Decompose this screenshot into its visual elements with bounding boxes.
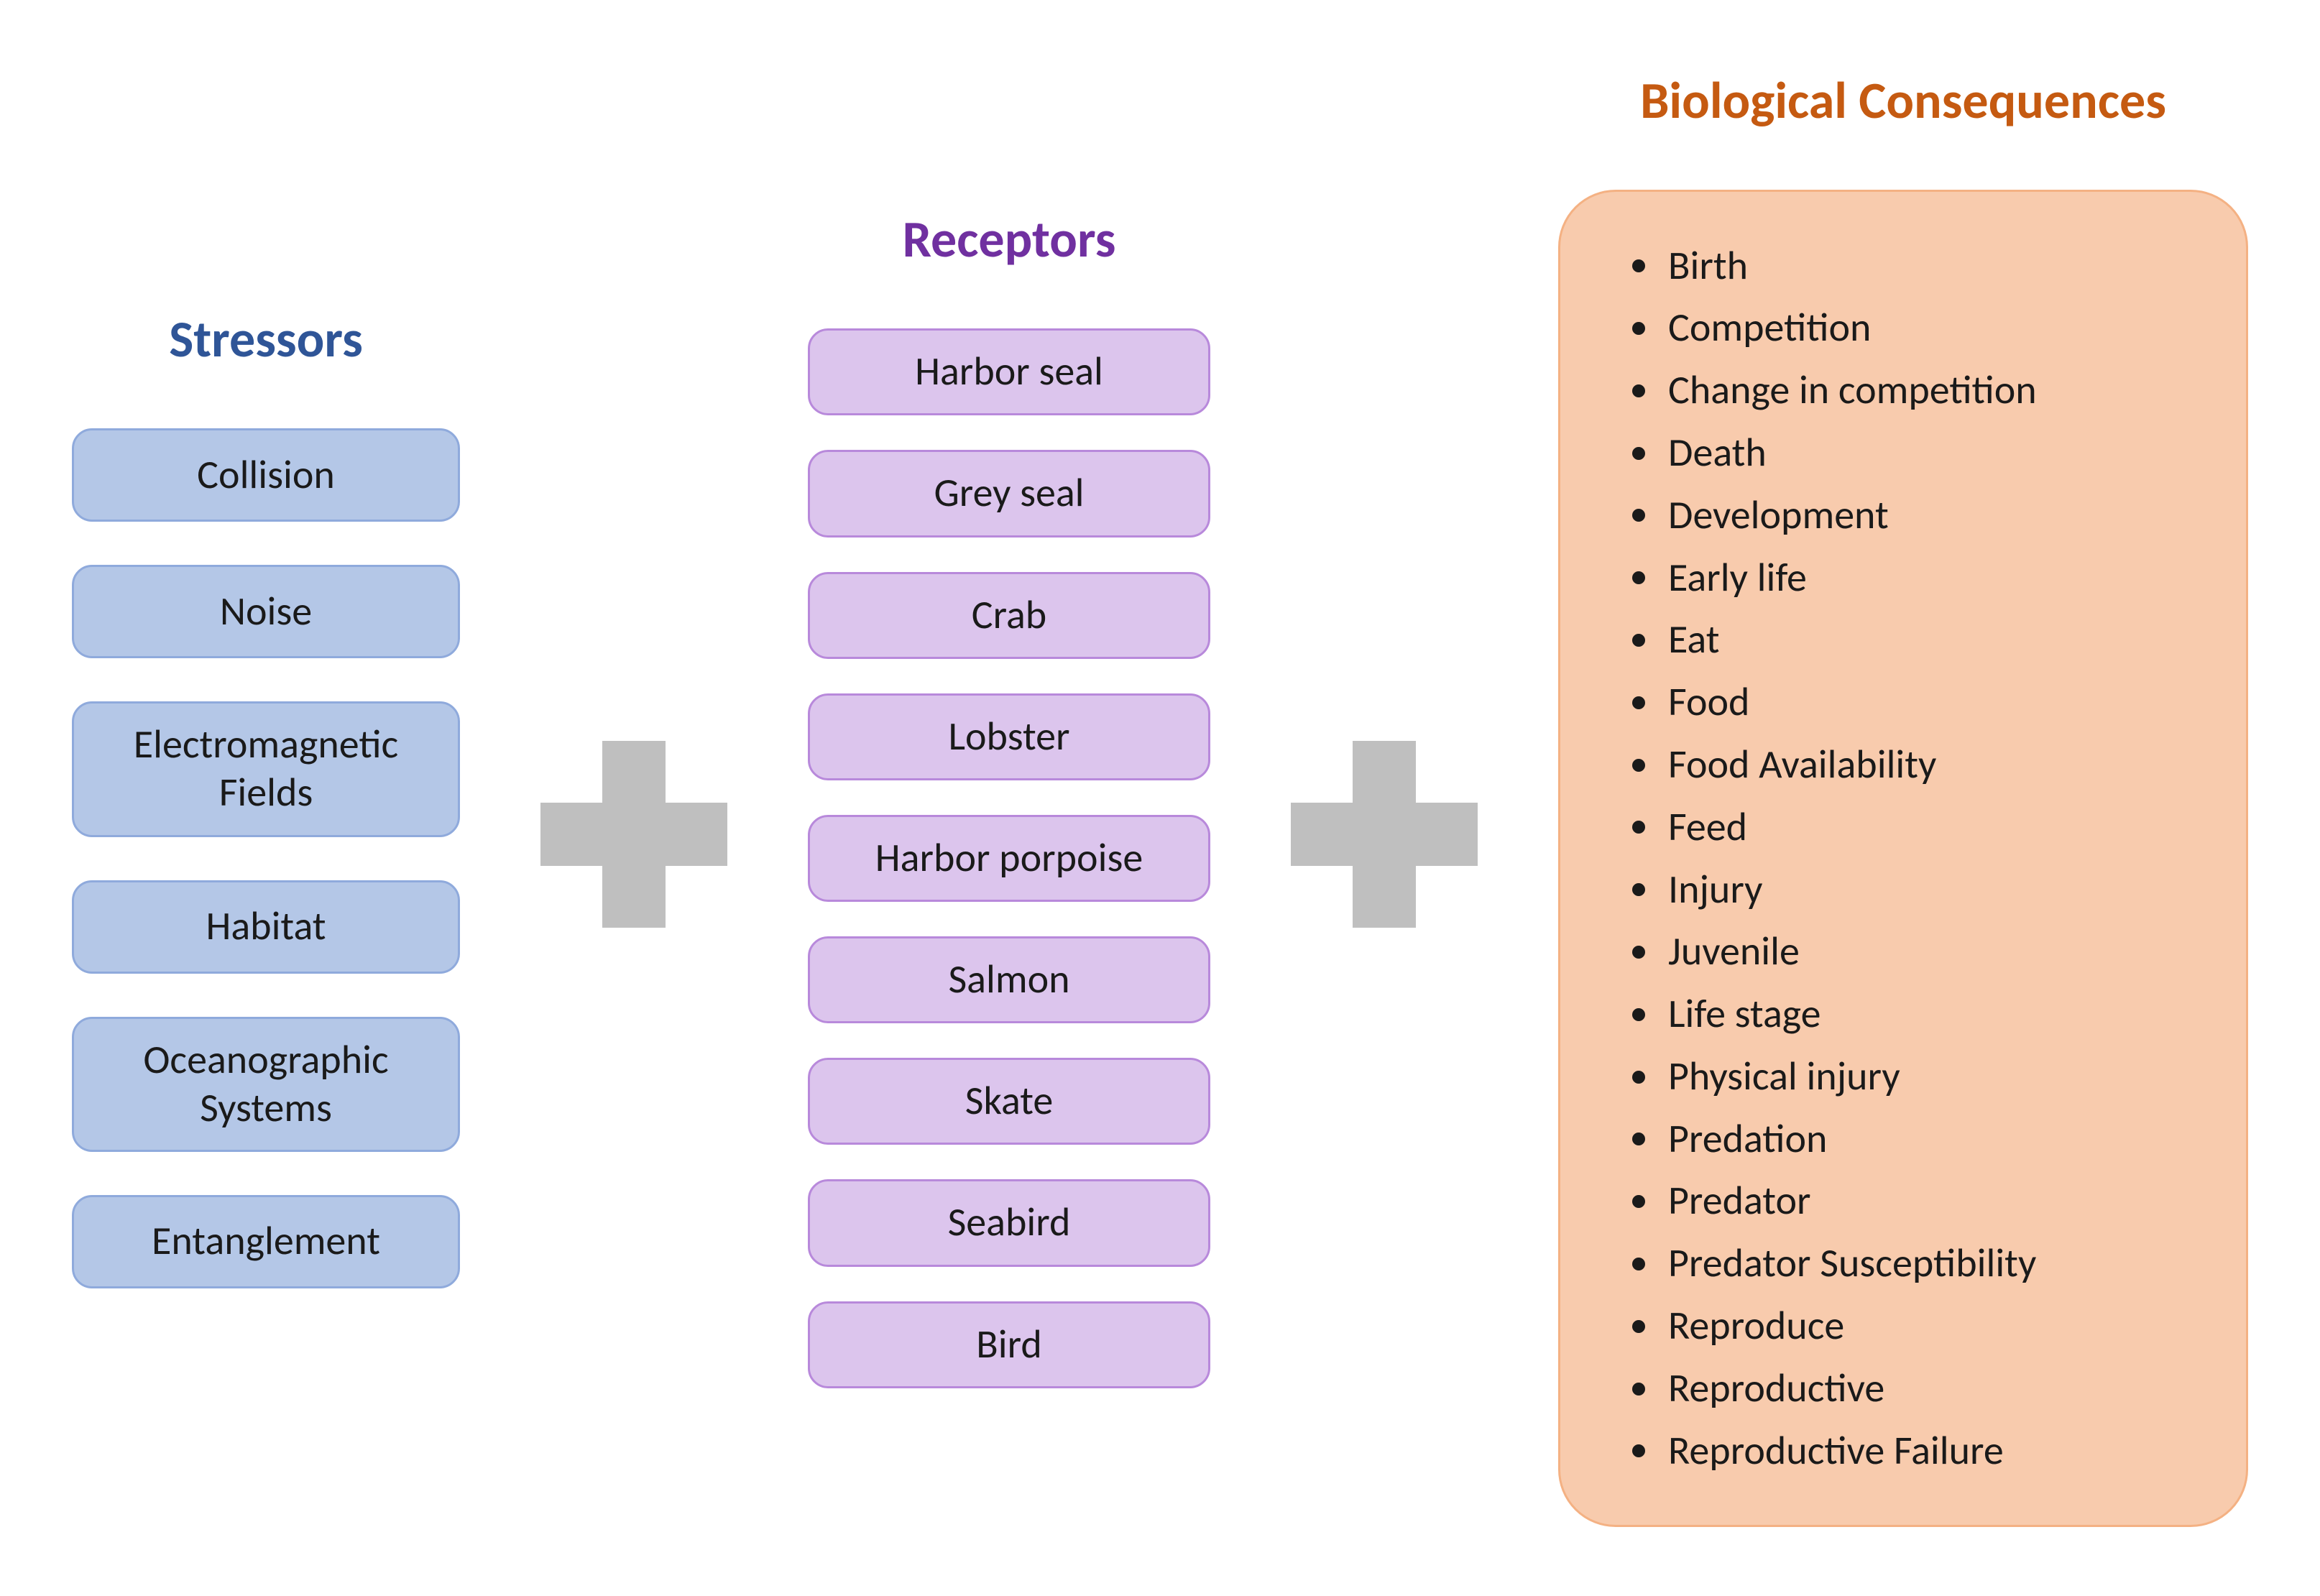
consequence-item: Predator Susceptibility [1632,1232,2188,1295]
receptor-label: Seabird [948,1199,1071,1247]
receptors-column: Receptors Harbor seal Grey seal Crab Lob… [793,208,1225,1388]
receptor-label: Harbor porpoise [875,834,1143,882]
stressor-box: Entanglement [72,1195,460,1288]
consequence-item: Feed [1632,796,2188,859]
receptors-list: Harbor seal Grey seal Crab Lobster Harbo… [808,328,1210,1388]
receptor-box: Salmon [808,936,1210,1023]
stressor-box: Habitat [72,880,460,974]
receptor-box: Lobster [808,693,1210,780]
receptor-box: Grey seal [808,450,1210,537]
receptor-label: Crab [972,591,1046,640]
receptor-box: Harbor seal [808,328,1210,415]
consequence-item: Competition [1632,297,2188,359]
stressor-label: Habitat [206,903,326,951]
consequence-item: Physical injury [1632,1046,2188,1108]
consequence-item: Predator [1632,1170,2188,1232]
stressor-label: Electromagnetic Fields [88,721,443,817]
receptor-label: Lobster [948,713,1069,761]
receptor-box: Seabird [808,1179,1210,1266]
receptor-box: Crab [808,572,1210,659]
stressor-box: Noise [72,565,460,658]
stressor-box: Collision [72,428,460,522]
stressor-box: Electromagnetic Fields [72,701,460,836]
diagram-root: Stressors Collision Noise Electromagneti… [57,43,2263,1553]
stressor-label: Oceanographic Systems [88,1036,443,1133]
receptor-label: Harbor seal [915,348,1103,396]
consequence-item: Reproduce [1632,1295,2188,1357]
consequences-list: Birth Competition Change in competition … [1632,235,2188,1482]
receptor-label: Skate [965,1077,1054,1125]
plus-icon [540,741,727,928]
receptors-title: Receptors [903,208,1116,271]
stressors-list: Collision Noise Electromagnetic Fields H… [72,428,460,1288]
consequence-item: Predation [1632,1108,2188,1171]
plus-icon [1291,741,1478,928]
receptor-box: Harbor porpoise [808,815,1210,902]
consequence-item: Change in competition [1632,359,2188,422]
stressors-column: Stressors Collision Noise Electromagneti… [57,308,474,1288]
plus-v-bar [602,741,666,928]
consequence-item: Reproductive [1632,1357,2188,1420]
stressors-title: Stressors [169,308,363,371]
consequence-item: Juvenile [1632,921,2188,983]
consequence-item: Early life [1632,547,2188,609]
stressor-label: Entanglement [152,1217,380,1265]
consequences-panel: Birth Competition Change in competition … [1558,190,2248,1528]
stressor-label: Collision [197,451,335,499]
consequences-title: Biological Consequences [1640,69,2166,132]
receptor-label: Bird [976,1321,1042,1369]
consequence-item: Food [1632,671,2188,734]
consequence-item: Eat [1632,609,2188,671]
consequence-item: Death [1632,422,2188,484]
receptor-box: Bird [808,1301,1210,1388]
consequence-item: Development [1632,484,2188,547]
receptor-label: Salmon [948,956,1069,1004]
consequence-item: Injury [1632,859,2188,921]
consequences-column: Biological Consequences Birth Competitio… [1544,69,2263,1528]
consequence-item: Reproductive Failure [1632,1420,2188,1482]
consequence-item: Food Availability [1632,734,2188,796]
stressor-box: Oceanographic Systems [72,1017,460,1152]
stressor-label: Noise [220,588,312,636]
receptor-box: Skate [808,1058,1210,1145]
consequence-item: Life stage [1632,983,2188,1046]
plus-v-bar [1353,741,1416,928]
receptor-label: Grey seal [934,469,1084,517]
consequence-item: Birth [1632,235,2188,297]
